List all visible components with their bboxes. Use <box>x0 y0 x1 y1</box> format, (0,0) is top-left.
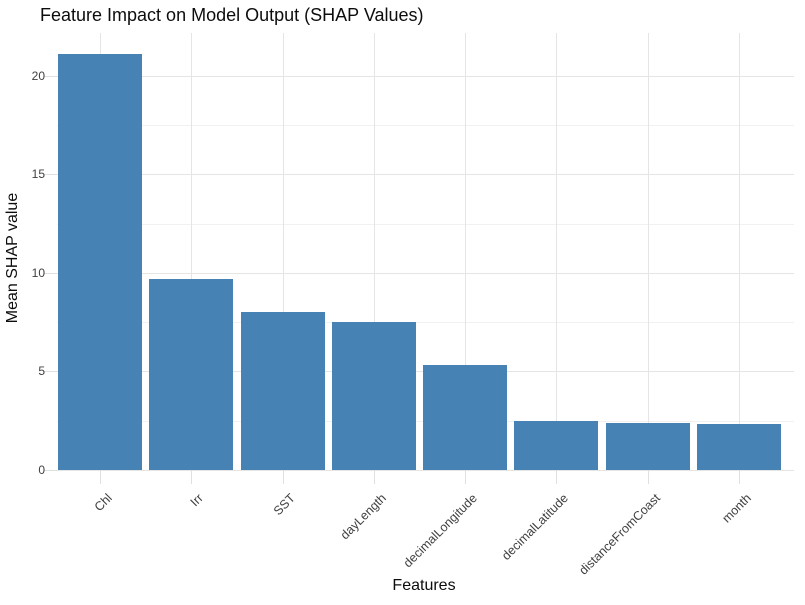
bar-decimalLatitude <box>514 420 599 470</box>
x-axis-tick <box>647 470 649 484</box>
y-axis-tick <box>44 371 57 373</box>
gridline-vertical <box>191 33 193 470</box>
gridline-vertical <box>647 33 649 470</box>
gridline-minor <box>57 322 794 324</box>
x-axis-tick <box>191 470 193 484</box>
gridline-major <box>57 174 794 176</box>
bar-Irr <box>149 278 234 470</box>
bar-SST <box>240 312 325 470</box>
gridline-vertical <box>739 33 740 470</box>
x-axis-tick <box>739 470 740 484</box>
y-axis-tick <box>44 75 57 77</box>
chart-title: Feature Impact on Model Output (SHAP Val… <box>40 5 424 25</box>
bar-distanceFromCoast <box>605 423 690 470</box>
y-axis-tick <box>44 470 57 471</box>
gridline-vertical <box>373 33 375 470</box>
gridline-major <box>57 470 794 471</box>
x-axis-tick <box>100 470 101 484</box>
x-axis-tick <box>282 470 284 484</box>
gridline-major <box>57 75 794 77</box>
bar-month <box>697 423 781 470</box>
gridline-vertical <box>556 33 558 470</box>
gridline-vertical <box>282 33 284 470</box>
bar-decimalLongitude <box>423 364 508 470</box>
gridline-minor <box>57 223 794 225</box>
gridline-major <box>57 272 794 274</box>
x-axis-title: Features <box>392 577 456 594</box>
gridline-minor <box>57 125 794 127</box>
x-axis-tick <box>465 470 467 484</box>
x-axis-tick <box>556 470 558 484</box>
y-tick-label: 20 <box>31 68 45 83</box>
y-axis-tick <box>44 272 57 274</box>
x-axis-tick <box>373 470 375 484</box>
y-axis-title: Mean SHAP value <box>4 192 21 324</box>
y-tick-label: 5 <box>38 364 45 379</box>
y-axis-tick <box>44 174 57 176</box>
gridline-vertical <box>465 33 467 470</box>
bar-dayLength <box>331 322 416 470</box>
bar-Chl <box>58 54 142 470</box>
y-tick-label: 0 <box>38 463 45 477</box>
y-tick-label: 10 <box>31 265 45 280</box>
y-tick-label: 15 <box>31 167 45 182</box>
